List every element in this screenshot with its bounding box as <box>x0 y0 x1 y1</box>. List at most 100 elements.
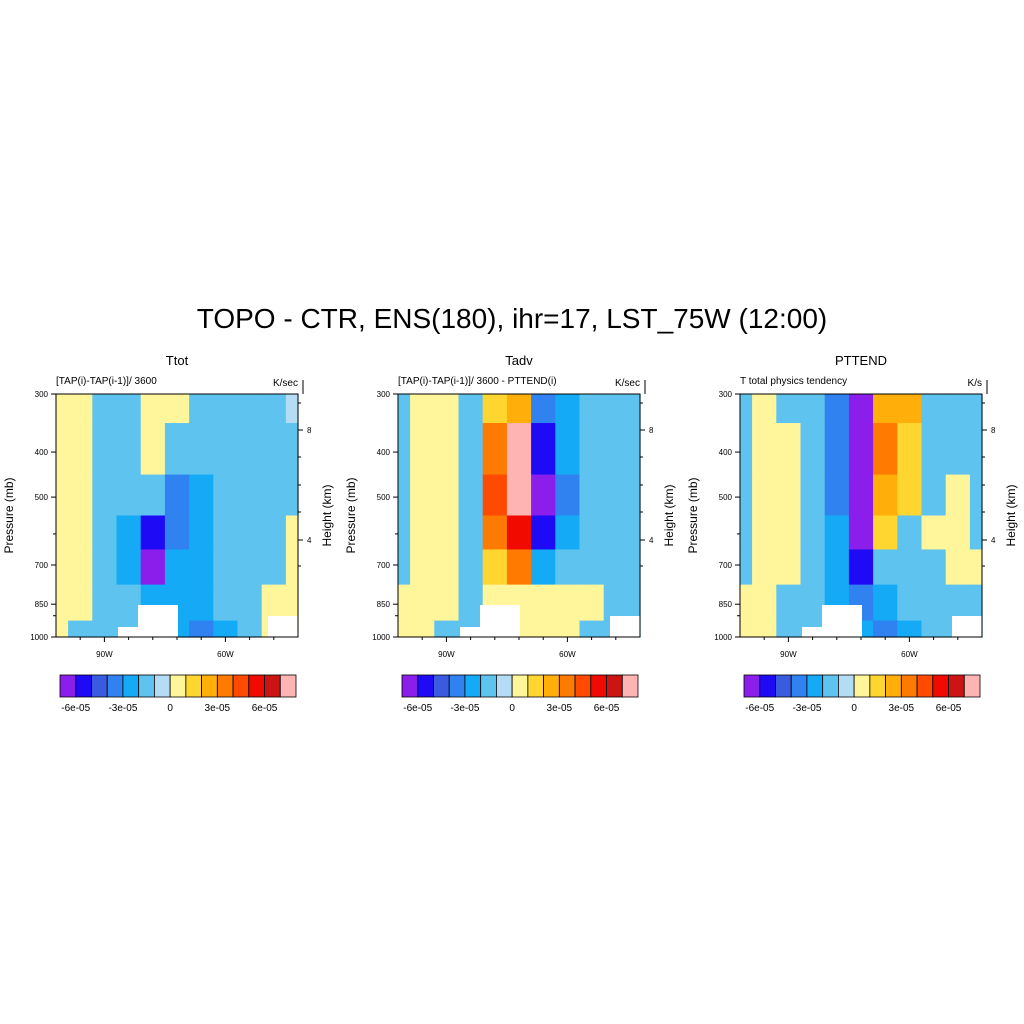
contour-cell <box>213 474 239 517</box>
contour-cell <box>92 515 118 551</box>
colorbar-swatch <box>75 674 92 698</box>
panel-left-subtitle: [TAP(i)-TAP(i-1)]/ 3600 - PTTEND(i) <box>398 376 557 387</box>
contour-cell <box>897 474 923 517</box>
contour-cell <box>969 515 983 551</box>
colorbar-swatch <box>464 674 482 698</box>
colorbar-swatch <box>806 674 824 698</box>
contour-cell <box>603 515 629 551</box>
y-tick-label: 300 <box>719 390 733 399</box>
contour-cell <box>627 584 641 622</box>
terrain-mask <box>802 627 824 638</box>
contour-cell <box>800 584 826 622</box>
contour-cell <box>92 394 118 424</box>
contour-cell <box>506 474 532 517</box>
contour-cell <box>531 620 556 638</box>
colorbar-tick-label: 6e-05 <box>594 703 620 714</box>
contour-cell <box>824 515 850 551</box>
contour-cell <box>410 474 435 517</box>
colorbar-swatch <box>606 674 623 698</box>
panel-title: Ttot <box>166 353 189 368</box>
contour-cell <box>458 584 484 622</box>
contour-cell <box>873 584 898 622</box>
contour-cell <box>237 584 263 622</box>
contour-cell <box>969 423 983 476</box>
contour-cell <box>56 584 69 622</box>
y-tick-label: 1000 <box>30 633 48 642</box>
x-tick-label: 90W <box>780 650 797 659</box>
y-axis-label: Pressure (mb) <box>686 477 700 553</box>
y-tick-label: 850 <box>35 600 49 609</box>
contour-cell <box>555 515 581 551</box>
contour-cell <box>824 549 850 586</box>
y-tick-label: 1000 <box>372 633 390 642</box>
terrain-mask <box>952 616 982 638</box>
colorbar-swatch <box>232 674 250 698</box>
colorbar-swatch <box>574 674 592 698</box>
colorbar-swatch <box>216 674 234 698</box>
contour-cell <box>261 474 287 517</box>
contour-cell <box>237 620 263 638</box>
y-tick-label: 850 <box>719 600 733 609</box>
contour-cell <box>398 515 411 551</box>
contour-cell <box>627 423 641 476</box>
contour-cell <box>482 394 508 424</box>
contour-cell <box>555 423 581 476</box>
contour-cell <box>410 394 435 424</box>
y-tick-label: 500 <box>377 493 391 502</box>
contour-cell <box>68 584 93 622</box>
contour-cell <box>945 584 971 622</box>
contour-cell <box>398 474 411 517</box>
contour-cell <box>848 423 874 476</box>
contour-cell <box>921 549 947 586</box>
contour-cell <box>824 423 850 476</box>
contour-cell <box>285 549 299 586</box>
contour-cell <box>506 423 532 476</box>
contour-cell <box>969 474 983 517</box>
panel-left-subtitle: [TAP(i)-TAP(i-1)]/ 3600 <box>56 376 157 387</box>
contour-cell <box>398 423 411 476</box>
contour-cell <box>848 474 874 517</box>
contour-cell <box>116 394 142 424</box>
contour-cell <box>531 394 556 424</box>
contour-cell <box>740 423 753 476</box>
y-axis-label: Pressure (mb) <box>2 477 16 553</box>
panel-left-subtitle: T total physics tendency <box>740 376 847 387</box>
panel-pttend: PTTEND T total physics tendency K/s 300 400 5… <box>686 353 1018 714</box>
contour-cell <box>579 474 605 517</box>
colorbar-tick-label: -3e-05 <box>792 703 821 714</box>
contour-cell <box>969 394 983 424</box>
contour-cell <box>261 394 287 424</box>
contour-cell <box>189 474 214 517</box>
colorbar-swatch <box>401 674 419 698</box>
contour-cell <box>68 423 93 476</box>
contour-cell <box>740 584 753 622</box>
y-tick-label: 500 <box>719 493 733 502</box>
contour-cell <box>752 584 777 622</box>
colorbar: -6e-05 -3e-05 0 3e-05 6e-05 <box>743 674 981 714</box>
contour-cell <box>945 474 971 517</box>
contour-cell <box>800 515 826 551</box>
contour-cell <box>921 515 947 551</box>
contour-cell <box>873 549 898 586</box>
terrain-mask <box>610 616 640 638</box>
colorbar: -6e-05 -3e-05 0 3e-05 6e-05 <box>401 674 639 714</box>
x-tick-label: 90W <box>438 650 455 659</box>
contour-cell <box>434 515 460 551</box>
y2-axis-label: Height (km) <box>1004 484 1018 546</box>
colorbar-swatch <box>279 674 297 698</box>
contour-cell <box>92 620 118 638</box>
contour-cell <box>410 620 435 638</box>
contour-cell <box>285 474 299 517</box>
terrain-mask <box>480 605 520 638</box>
colorbar-tick-label: 0 <box>509 703 515 714</box>
colorbar-swatch <box>963 674 981 698</box>
contour-cell <box>56 549 69 586</box>
panel-units: K/s <box>968 378 982 389</box>
contour-cell <box>897 549 923 586</box>
contour-cell <box>140 394 166 424</box>
contour-cell <box>873 423 898 476</box>
contour-cell <box>140 474 166 517</box>
colorbar: -6e-05 -3e-05 0 3e-05 6e-05 <box>59 674 297 714</box>
contour-cell <box>506 515 532 551</box>
